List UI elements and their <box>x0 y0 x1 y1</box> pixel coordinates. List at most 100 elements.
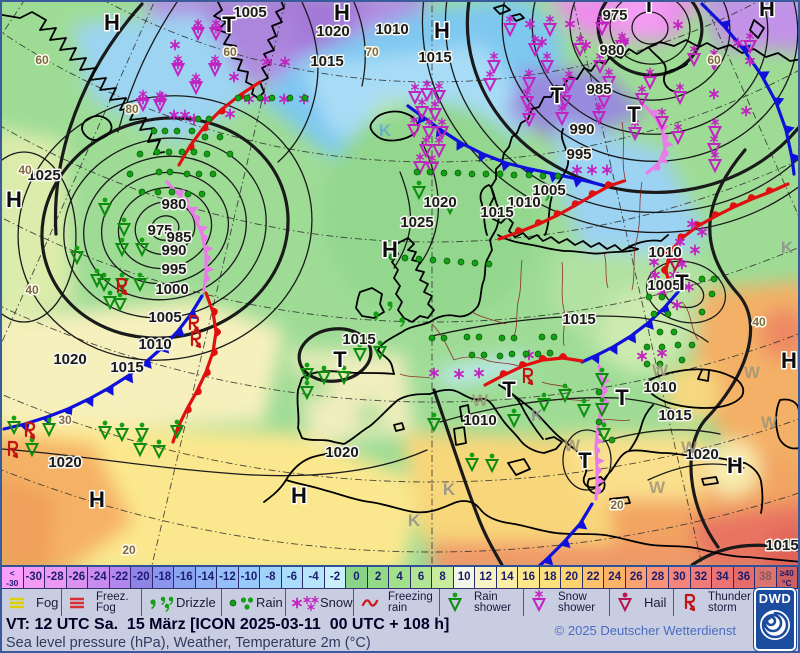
svg-text:H: H <box>382 237 398 262</box>
legend-label: Hail <box>644 595 667 610</box>
svg-text:K: K <box>443 480 456 499</box>
legend-label: Snow <box>320 595 353 610</box>
svg-text:H: H <box>759 2 775 21</box>
svg-text:1010: 1010 <box>375 21 408 38</box>
svg-text:T: T <box>675 270 689 295</box>
legend-item-fog: Fog <box>2 589 62 616</box>
svg-text:1010: 1010 <box>463 412 496 429</box>
svg-text:1010: 1010 <box>643 379 676 396</box>
dwd-logo-text: DWD <box>758 591 792 606</box>
svg-text:T: T <box>222 12 236 37</box>
scale-cell: -10 <box>238 567 261 588</box>
svg-text:1020: 1020 <box>685 446 718 463</box>
svg-text:T: T <box>615 385 629 410</box>
svg-text:980: 980 <box>161 196 186 213</box>
svg-text:H: H <box>334 2 350 25</box>
scale-cell: 38 <box>755 567 777 588</box>
valid-time-line: VT: 12 UTC Sa. 15 März [ICON 2025-03-11 … <box>6 616 450 633</box>
svg-text:1020: 1020 <box>316 23 349 40</box>
svg-text:20: 20 <box>122 543 136 557</box>
freezing-rain-icon <box>361 598 379 607</box>
legend-label: Rain shower <box>474 590 512 614</box>
svg-text:1015: 1015 <box>342 331 375 348</box>
svg-text:60: 60 <box>707 53 721 67</box>
svg-text:W: W <box>472 391 489 410</box>
legend-label: Thunder storm <box>708 590 751 614</box>
legend-label: Rain <box>256 595 283 610</box>
svg-text:30: 30 <box>58 413 72 427</box>
scale-cell: -12 <box>217 567 239 588</box>
scale-cell: 24 <box>604 567 626 588</box>
svg-text:40: 40 <box>752 315 766 329</box>
svg-text:K: K <box>531 406 544 425</box>
scale-cell: ≥40 °C <box>776 567 798 588</box>
svg-text:985: 985 <box>586 81 611 98</box>
svg-text:1005: 1005 <box>148 309 181 326</box>
svg-text:1020: 1020 <box>53 351 86 368</box>
scale-cell: 28 <box>647 567 669 588</box>
snow-shower-icon <box>527 590 557 616</box>
svg-text:1025: 1025 <box>27 167 60 184</box>
svg-text:T: T <box>578 448 592 473</box>
scale-cell: < -30 <box>2 567 24 588</box>
scale-cell: -24 <box>88 567 110 588</box>
legend-label: Fog <box>36 595 59 610</box>
svg-text:W: W <box>649 478 666 497</box>
svg-text:T: T <box>550 83 564 108</box>
svg-text:H: H <box>104 10 120 35</box>
scale-cell: -18 <box>152 567 175 588</box>
svg-text:1020: 1020 <box>48 454 81 471</box>
legend-item-hail: Hail <box>610 589 674 616</box>
svg-text:W: W <box>681 438 698 457</box>
svg-text:80: 80 <box>125 102 139 116</box>
scale-cell: 10 <box>453 567 476 588</box>
rain-shower-icon <box>448 591 462 611</box>
scale-cell: -22 <box>109 567 132 588</box>
svg-text:1020: 1020 <box>423 194 456 211</box>
svg-text:H: H <box>6 187 22 212</box>
product-line: Sea level pressure (hPa), Weather, Tempe… <box>6 635 371 651</box>
svg-text:K: K <box>379 121 392 140</box>
svg-text:1015: 1015 <box>310 53 343 70</box>
svg-text:K: K <box>408 511 421 530</box>
scale-cell: -30 <box>23 567 46 588</box>
svg-text:K: K <box>781 238 794 257</box>
legend-item-rain: Rain <box>222 589 286 616</box>
svg-text:W: W <box>564 436 581 455</box>
hail-icon <box>618 591 632 611</box>
legend-item-snow: Snow <box>286 589 354 616</box>
svg-text:990: 990 <box>161 242 186 259</box>
svg-text:T: T <box>642 2 656 17</box>
svg-text:1015: 1015 <box>562 311 595 328</box>
scale-cell: 26 <box>625 567 648 588</box>
scale-cell: 8 <box>432 567 454 588</box>
scale-cell: 32 <box>690 567 713 588</box>
scale-cell: -28 <box>45 567 67 588</box>
svg-text:975: 975 <box>147 222 172 239</box>
scale-cell: 30 <box>668 567 691 588</box>
legend-label: Freez. Fog <box>96 590 129 614</box>
scale-cell: -6 <box>281 567 304 588</box>
scale-cell: -20 <box>131 567 153 588</box>
svg-text:W: W <box>652 361 669 380</box>
svg-text:20: 20 <box>610 498 624 512</box>
scale-cell: 36 <box>733 567 756 588</box>
svg-text:1025: 1025 <box>400 214 433 231</box>
svg-text:1015: 1015 <box>418 49 451 66</box>
svg-text:1000: 1000 <box>155 281 188 298</box>
svg-text:1010: 1010 <box>507 194 540 211</box>
svg-text:980: 980 <box>599 42 624 59</box>
legend-item-snow-shower: Snow shower <box>524 589 610 616</box>
temperature-scale: < -30 -30 -28 -26 -24 -22 -20 -18 -16 -14 -12 -10 -8… <box>2 567 798 589</box>
svg-text:T: T <box>333 347 347 372</box>
legend-item-freezing-fog: Freez. Fog <box>62 589 142 616</box>
legend-label: Drizzle <box>176 595 216 610</box>
svg-text:W: W <box>761 413 778 432</box>
svg-text:1015: 1015 <box>110 359 143 376</box>
svg-text:40: 40 <box>25 283 39 297</box>
map-area: 1005 1020 1010 1015 1015 975 980 985 990 995 1005 1… <box>2 2 798 567</box>
svg-text:W: W <box>744 363 761 382</box>
svg-text:1015: 1015 <box>658 407 691 424</box>
svg-text:1020: 1020 <box>325 444 358 461</box>
